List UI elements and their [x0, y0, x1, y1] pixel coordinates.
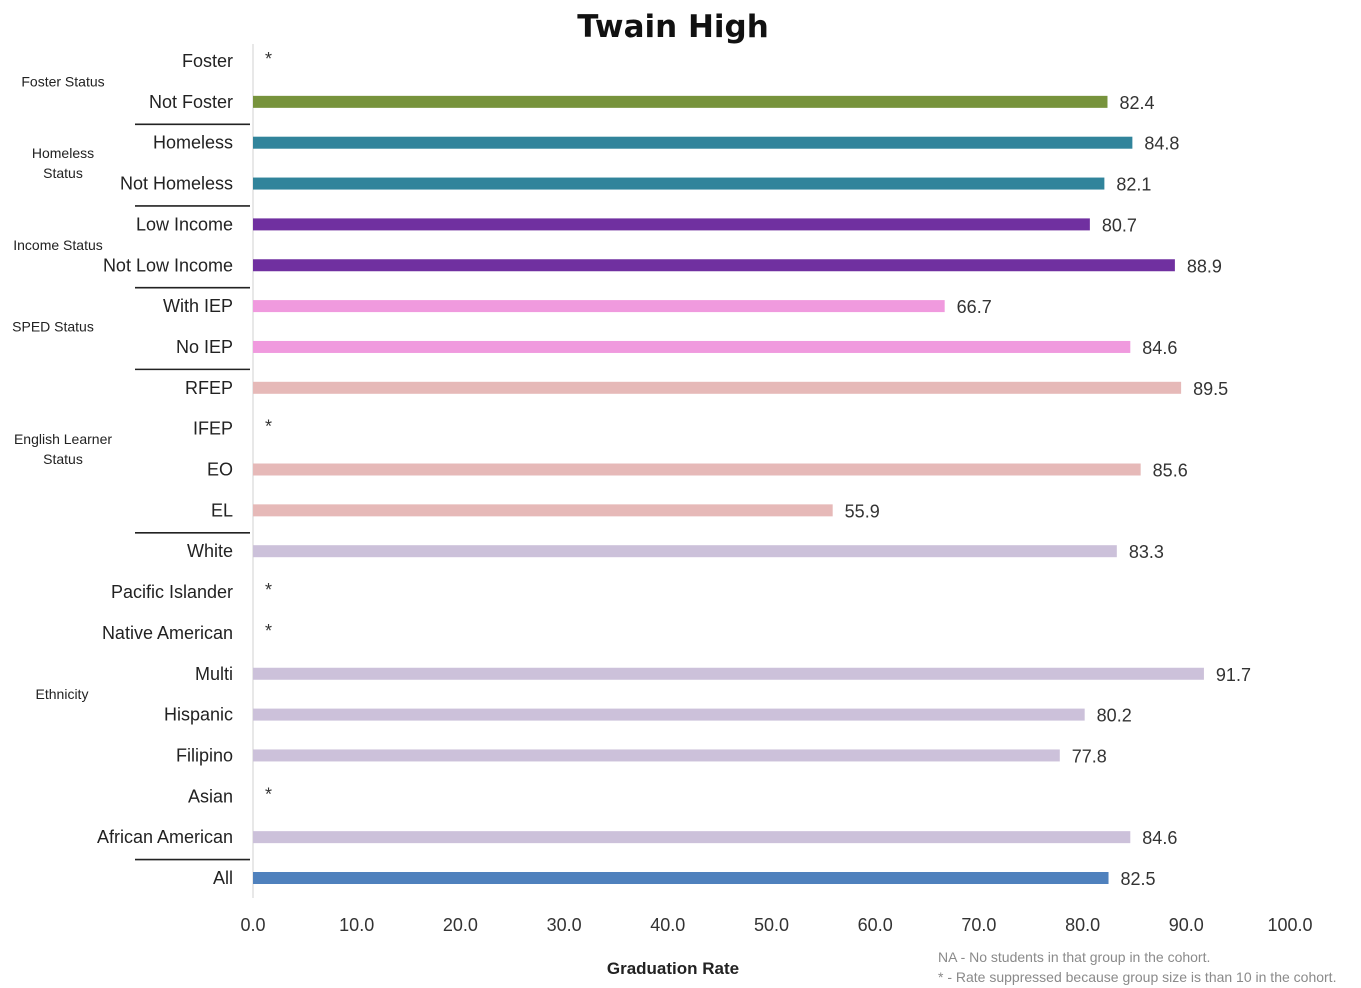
bar-homeless: [253, 136, 1133, 149]
bar-with-iep: [253, 300, 945, 313]
value-label-not-homeless: 82.1: [1116, 175, 1151, 195]
group-label-homeless-status: Homeless Status: [32, 145, 94, 181]
x-tick-label: 40.0: [650, 915, 685, 935]
value-label-filipino: 77.8: [1072, 746, 1107, 766]
category-label-hispanic: Hispanic: [164, 705, 233, 725]
value-label-all: 82.5: [1121, 869, 1156, 889]
x-tick-label: 100.0: [1267, 915, 1312, 935]
category-label-filipino: Filipino: [176, 745, 233, 765]
bar-el: [253, 504, 833, 517]
bar-not-low-income: [253, 259, 1175, 272]
category-label-all: All: [213, 868, 233, 888]
x-tick-label: 0.0: [240, 915, 265, 935]
x-tick-label: 30.0: [547, 915, 582, 935]
x-tick-label: 20.0: [443, 915, 478, 935]
category-label-low-income: Low Income: [136, 214, 233, 234]
category-label-foster: Foster: [182, 51, 233, 71]
note-na: NA - No students in that group in the co…: [938, 949, 1210, 965]
bar-not-foster: [253, 95, 1108, 108]
bar-hispanic: [253, 708, 1085, 721]
category-label-with-iep: With IEP: [163, 296, 233, 316]
suppressed-marker-pacific-islander: *: [265, 580, 272, 600]
bar-multi: [253, 667, 1204, 680]
x-axis-ticks: 0.0 10.0 20.0 30.0 40.0 50.0 60.0 70.0 80.0 90.0 1…: [240, 915, 1312, 935]
value-label-rfep: 89.5: [1193, 379, 1228, 399]
x-axis-label: Graduation Rate: [607, 959, 739, 978]
value-label-with-iep: 66.7: [957, 297, 992, 317]
value-label-eo: 85.6: [1153, 461, 1188, 481]
chart-marks: Foster * Not Foster 82.4 Foster Status Homele…: [12, 49, 1251, 889]
x-tick-label: 80.0: [1065, 915, 1100, 935]
group-label-english-learner-status: English Learner Status: [14, 431, 112, 467]
x-tick-label: 50.0: [754, 915, 789, 935]
note-suppressed: * - Rate suppressed because group size i…: [938, 969, 1336, 985]
value-label-not-foster: 82.4: [1119, 93, 1154, 113]
value-label-white: 83.3: [1129, 542, 1164, 562]
category-label-pacific-islander: Pacific Islander: [111, 582, 233, 602]
category-label-el: EL: [211, 500, 233, 520]
category-label-multi: Multi: [195, 664, 233, 684]
category-label-not-homeless: Not Homeless: [120, 174, 233, 194]
value-label-hispanic: 80.2: [1097, 706, 1132, 726]
category-label-african-american: African American: [97, 827, 233, 847]
x-tick-label: 10.0: [339, 915, 374, 935]
category-label-not-foster: Not Foster: [149, 92, 233, 112]
value-label-not-low-income: 88.9: [1187, 256, 1222, 276]
x-tick-label: 90.0: [1169, 915, 1204, 935]
category-label-rfep: RFEP: [185, 378, 233, 398]
value-label-no-iep: 84.6: [1142, 338, 1177, 358]
suppressed-marker-native-american: *: [265, 621, 272, 641]
category-label-native-american: Native American: [102, 623, 233, 643]
suppressed-marker-ifep: *: [265, 417, 272, 437]
category-label-homeless: Homeless: [153, 133, 233, 153]
bar-african-american: [253, 831, 1131, 844]
category-label-no-iep: No IEP: [176, 337, 233, 357]
bar-eo: [253, 463, 1141, 476]
bar-no-iep: [253, 340, 1131, 353]
bar-white: [253, 545, 1117, 558]
category-label-not-low-income: Not Low Income: [103, 255, 233, 275]
x-tick-label: 60.0: [858, 915, 893, 935]
bar-filipino: [253, 749, 1060, 762]
category-label-ifep: IFEP: [193, 419, 233, 439]
bar-rfep: [253, 381, 1182, 394]
category-label-white: White: [187, 541, 233, 561]
x-tick-label: 70.0: [961, 915, 996, 935]
value-label-african-american: 84.6: [1142, 828, 1177, 848]
suppressed-marker-asian: *: [265, 784, 272, 804]
value-label-homeless: 84.8: [1144, 134, 1179, 154]
category-label-asian: Asian: [188, 786, 233, 806]
chart-title: Twain High: [577, 9, 769, 45]
group-label-ethnicity: Ethnicity: [36, 686, 89, 702]
bar-low-income: [253, 218, 1090, 231]
value-label-multi: 91.7: [1216, 665, 1251, 685]
suppressed-marker-foster: *: [265, 49, 272, 69]
group-label-income-status: Income Status: [13, 237, 103, 253]
value-label-el: 55.9: [845, 501, 880, 521]
group-label-sped-status: SPED Status: [12, 319, 94, 335]
bar-all: [253, 872, 1109, 884]
category-label-eo: EO: [207, 460, 233, 480]
group-label-foster-status: Foster Status: [21, 73, 104, 89]
value-label-low-income: 80.7: [1102, 215, 1137, 235]
bar-not-homeless: [253, 177, 1105, 190]
